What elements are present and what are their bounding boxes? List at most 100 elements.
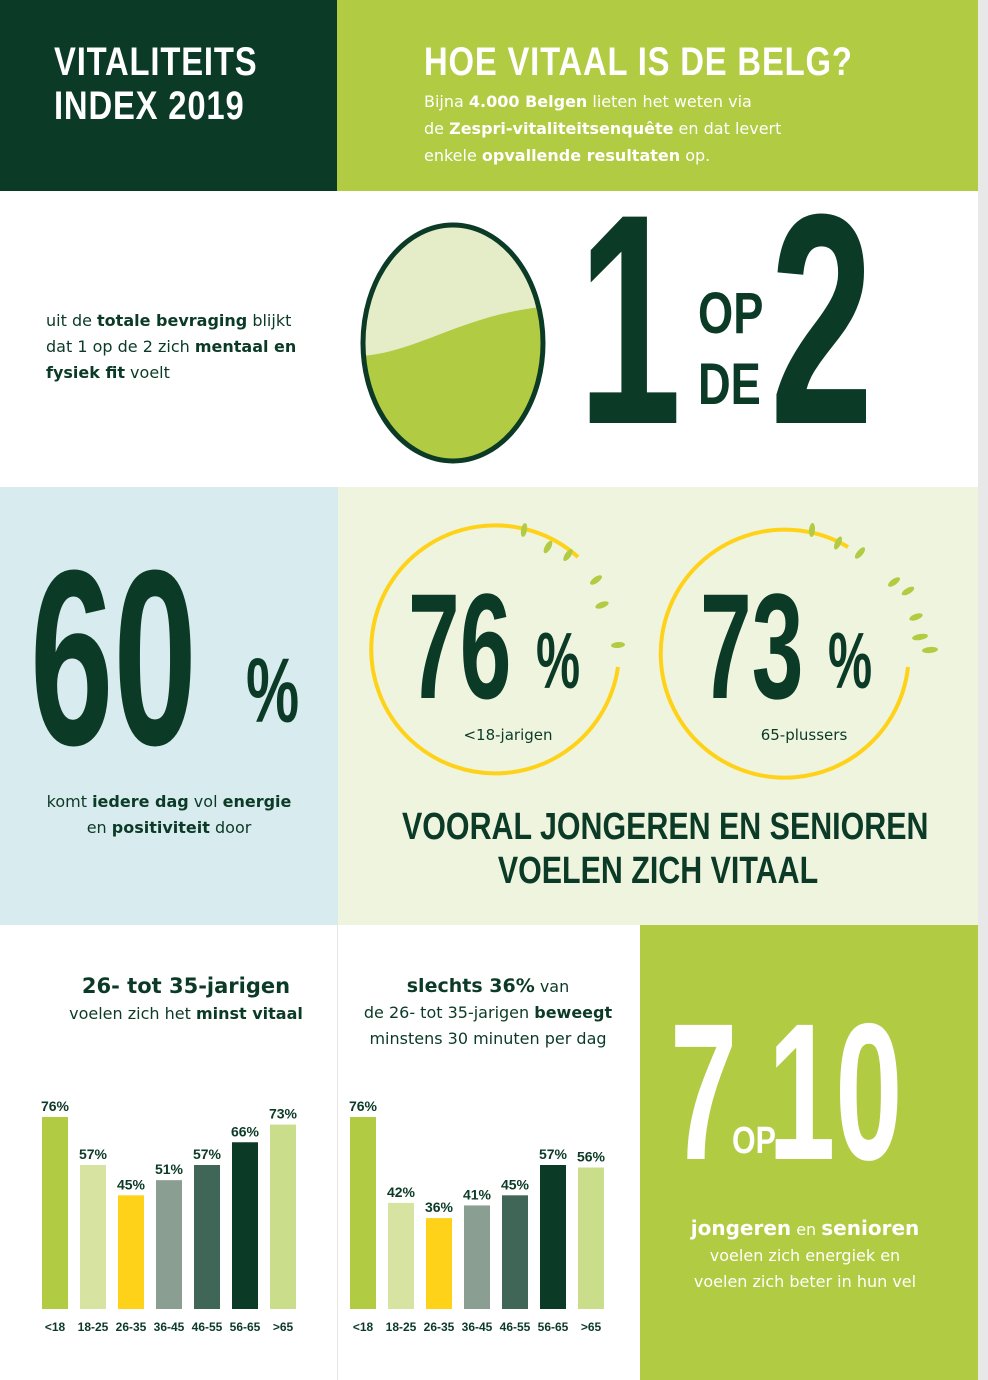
text-bold: fysiek fit xyxy=(46,363,125,382)
category-tick-label: <18 xyxy=(353,1320,374,1334)
text-part: en xyxy=(86,818,112,837)
bar xyxy=(118,1195,144,1309)
text-bold: totale bevraging xyxy=(97,311,248,330)
text-part: vol xyxy=(188,792,223,811)
intro-text-part: Bijna xyxy=(424,92,469,111)
category-tick-label: 56-65 xyxy=(230,1320,261,1334)
category-tick-label: 36-45 xyxy=(154,1320,185,1334)
bar-value-label: 45% xyxy=(501,1176,530,1192)
numerator-one: 1 xyxy=(578,151,682,487)
bar xyxy=(42,1117,68,1309)
age-vitality-bar-chart: 76% <18 57% 18-25 45% 26-35 51% 36-45 57% 46-55 66… xyxy=(41,1098,298,1334)
sixty-percent-panel: 60 % komt iedere dag vol energie en posi… xyxy=(0,487,338,925)
bar-value-label: 73% xyxy=(269,1106,298,1122)
bar xyxy=(388,1202,414,1309)
bar-value-label: 51% xyxy=(155,1161,184,1177)
text-part: komt xyxy=(46,792,93,811)
bar-value-label: 76% xyxy=(349,1098,378,1114)
category-tick-label: <18 xyxy=(45,1320,66,1334)
text-part: van xyxy=(534,977,570,996)
bar-value-label: 41% xyxy=(463,1186,492,1202)
circles-panel: 76 % <18-jarigen 73 % 65-plussers VOORAL… xyxy=(338,487,978,925)
word-de: DE xyxy=(698,352,761,417)
text-bold: positiviteit xyxy=(111,818,210,837)
one-in-two-section: uit de totale bevraging blijkt dat 1 op … xyxy=(0,169,978,487)
sun-rays xyxy=(520,523,625,649)
intro-text-part: op. xyxy=(680,146,711,165)
chart-1-panel: 26- tot 35-jarigen voelen zich het minst… xyxy=(0,925,338,1380)
bar xyxy=(232,1142,258,1309)
category-tick-label: >65 xyxy=(581,1320,602,1334)
chart-1-title: 26- tot 35-jarigen xyxy=(81,974,291,998)
sun-rays xyxy=(808,523,938,654)
circle-1-percent: % xyxy=(536,616,581,705)
word-op-small: OP xyxy=(732,1120,776,1162)
caption-line1: VOORAL JONGEREN EN SENIOREN xyxy=(402,806,929,848)
one-in-two-text: uit de totale bevraging blijkt dat 1 op … xyxy=(46,308,296,386)
bar-value-label: 57% xyxy=(79,1146,108,1162)
caption-line2: VOELEN ZICH VITAAL xyxy=(497,850,819,892)
word-op: OP xyxy=(698,281,764,346)
category-tick-label: 46-55 xyxy=(500,1320,531,1334)
category-tick-label: 26-35 xyxy=(116,1320,147,1334)
circle-arc xyxy=(369,523,620,776)
bar xyxy=(426,1218,452,1309)
age-activity-bar-chart: 76% <18 42% 18-25 36% 26-35 41% 36-45 45% 46-55 57… xyxy=(349,1098,606,1334)
chart-1-heading: 26- tot 35-jarigen voelen zich het minst… xyxy=(0,971,372,1027)
circles-caption: VOORAL JONGEREN EN SENIOREN VOELEN ZICH … xyxy=(338,805,978,893)
category-tick-label: >65 xyxy=(273,1320,294,1334)
circle-2-number: 73 xyxy=(700,562,804,730)
sixty-number: 60 xyxy=(30,518,197,797)
bar xyxy=(194,1165,220,1309)
text-part: blijkt xyxy=(247,311,292,330)
text-bold: beweegt xyxy=(534,1003,613,1022)
index-title: VITALITEITS INDEX 2019 xyxy=(54,40,302,128)
intro-text-part: lieten het weten via xyxy=(587,92,752,111)
text-part: voelen zich beter in hun vel xyxy=(693,1272,917,1291)
category-tick-label: 18-25 xyxy=(386,1320,417,1334)
bar-value-label: 57% xyxy=(193,1146,222,1162)
chart-1-subtitle: voelen zich het minst vitaal xyxy=(0,1001,372,1027)
circle-1-label: <18-jarigen xyxy=(463,726,553,744)
bar xyxy=(540,1165,566,1309)
header-intro-panel: HOE VITAAL IS DE BELG? xyxy=(337,0,978,191)
bar-value-label: 36% xyxy=(425,1199,454,1215)
text-part: de 26- tot 35-jarigen xyxy=(363,1003,535,1022)
category-tick-label: 56-65 xyxy=(538,1320,569,1334)
intro-text-part: de xyxy=(424,119,450,138)
sun-circle-icon xyxy=(658,523,938,780)
text-part: minstens 30 minuten per dag xyxy=(369,1029,607,1048)
text-bold: jongeren xyxy=(690,1216,792,1240)
bar-value-label: 57% xyxy=(539,1146,568,1162)
text-part: door xyxy=(209,818,252,837)
circle-2-label: 65-plussers xyxy=(760,726,848,744)
intro-text: Bijna 4.000 Belgen lieten het weten via … xyxy=(424,88,781,169)
category-tick-label: 26-35 xyxy=(424,1320,455,1334)
sixty-text: komt iedere dag vol energie en positivit… xyxy=(0,789,338,841)
seven-number: 7 xyxy=(670,983,738,1201)
seven-of-ten-text: jongeren en senioren voelen zich energie… xyxy=(640,1215,970,1295)
text-part: en xyxy=(791,1220,822,1239)
oval-outline xyxy=(360,222,546,464)
intro-text-part: en dat levert xyxy=(673,119,782,138)
intro-text-part: enkele xyxy=(424,146,482,165)
text-bold: mentaal en xyxy=(194,337,297,356)
text-bold: minst vitaal xyxy=(195,1004,303,1023)
intro-text-bold: opvallende resultaten xyxy=(481,146,681,165)
text-part: voelen zich het xyxy=(69,1004,196,1023)
bar xyxy=(350,1117,376,1309)
index-title-line2: INDEX 2019 xyxy=(54,84,245,128)
intro-text-bold: Zespri-vitaliteitsenquête xyxy=(449,119,674,138)
index-title-line1: VITALITEITS xyxy=(54,40,258,84)
circle-1-number: 76 xyxy=(408,562,512,730)
bar xyxy=(80,1165,106,1309)
headline: HOE VITAAL IS DE BELG? xyxy=(424,40,853,84)
category-tick-label: 36-45 xyxy=(462,1320,493,1334)
text-part: voelt xyxy=(124,363,170,382)
text-bold: senioren xyxy=(821,1216,920,1240)
sixty-percent-sign: % xyxy=(246,640,300,742)
bar-value-label: 66% xyxy=(231,1123,260,1139)
kiwi-half-fill-icon xyxy=(360,222,546,464)
text-bold: slechts 36% xyxy=(406,975,535,997)
category-tick-label: 46-55 xyxy=(192,1320,223,1334)
